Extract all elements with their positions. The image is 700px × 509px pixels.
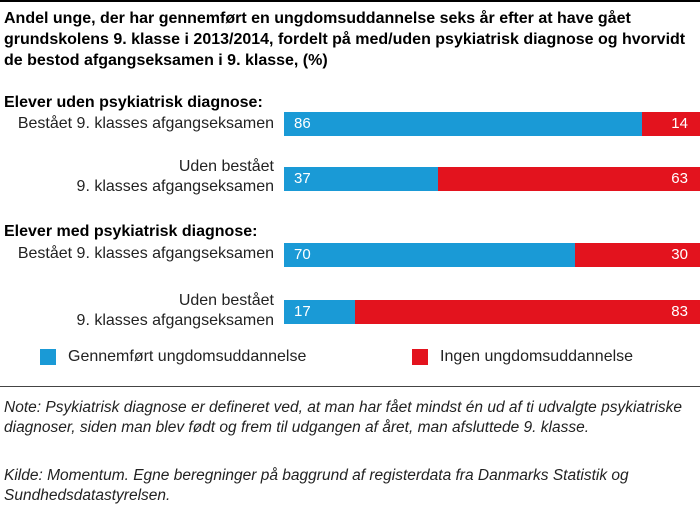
bar-segment-completed: 70 [284, 243, 576, 267]
row-label-line: Uden bestået [178, 292, 274, 309]
stacked-bar: 17 83 [284, 300, 700, 324]
bottom-rule [0, 386, 700, 387]
row-label-line: 9. klasses afgangseksamen [76, 312, 274, 329]
row-label-line: Uden bestået [178, 158, 274, 175]
data-label: 14 [671, 115, 688, 132]
bar-segment-none: 30 [575, 243, 700, 267]
data-label: 17 [294, 303, 311, 320]
data-label: 86 [294, 115, 311, 132]
chart-source: Kilde: Momentum. Egne beregninger på bag… [4, 467, 629, 504]
legend-item-completed: Gennemført ungdomsuddannelse [40, 348, 306, 366]
row-label: Bestået 9. klasses afgangseksamen [18, 244, 274, 264]
row-label: Uden bestået 9. klasses afgangseksamen [77, 157, 274, 197]
row-label-line: Bestået 9. klasses afgangseksamen [17, 115, 274, 132]
data-label: 83 [671, 303, 688, 320]
bar-segment-completed: 17 [284, 300, 355, 324]
bar-segment-none: 14 [641, 112, 700, 136]
row-label-line: 9. klasses afgangseksamen [76, 178, 274, 195]
bar-segment-completed: 86 [284, 112, 642, 136]
bar-segment-none: 83 [354, 300, 700, 324]
row-label: Uden bestået 9. klasses afgangseksamen [77, 291, 274, 331]
data-label: 37 [294, 170, 311, 187]
data-label: 70 [294, 246, 311, 263]
legend-item-none: Ingen ungdomsuddannelse [412, 348, 633, 366]
legend-swatch [40, 349, 56, 365]
legend-label: Ingen ungdomsuddannelse [440, 348, 634, 365]
stacked-bar: 37 63 [284, 167, 700, 191]
group-header-without-diagnosis: Elever uden psykiatrisk diagnose: [4, 94, 263, 111]
data-label: 30 [671, 246, 688, 263]
chart-title: Andel unge, der har gennemført en ungdom… [4, 10, 686, 69]
stacked-bar: 70 30 [284, 243, 700, 267]
top-rule [0, 0, 700, 2]
legend-label: Gennemført ungdomsuddannelse [68, 348, 307, 365]
bar-segment-none: 63 [437, 167, 700, 191]
bar-segment-completed: 37 [284, 167, 438, 191]
row-label-line: Bestået 9. klasses afgangseksamen [17, 245, 274, 262]
data-label: 63 [671, 170, 688, 187]
group-header-with-diagnosis: Elever med psykiatrisk diagnose: [4, 223, 258, 240]
stacked-bar: 86 14 [284, 112, 700, 136]
legend-swatch [412, 349, 428, 365]
chart-note: Note: Psykiatrisk diagnose er defineret … [4, 399, 683, 436]
row-label: Bestået 9. klasses afgangseksamen [18, 114, 274, 134]
